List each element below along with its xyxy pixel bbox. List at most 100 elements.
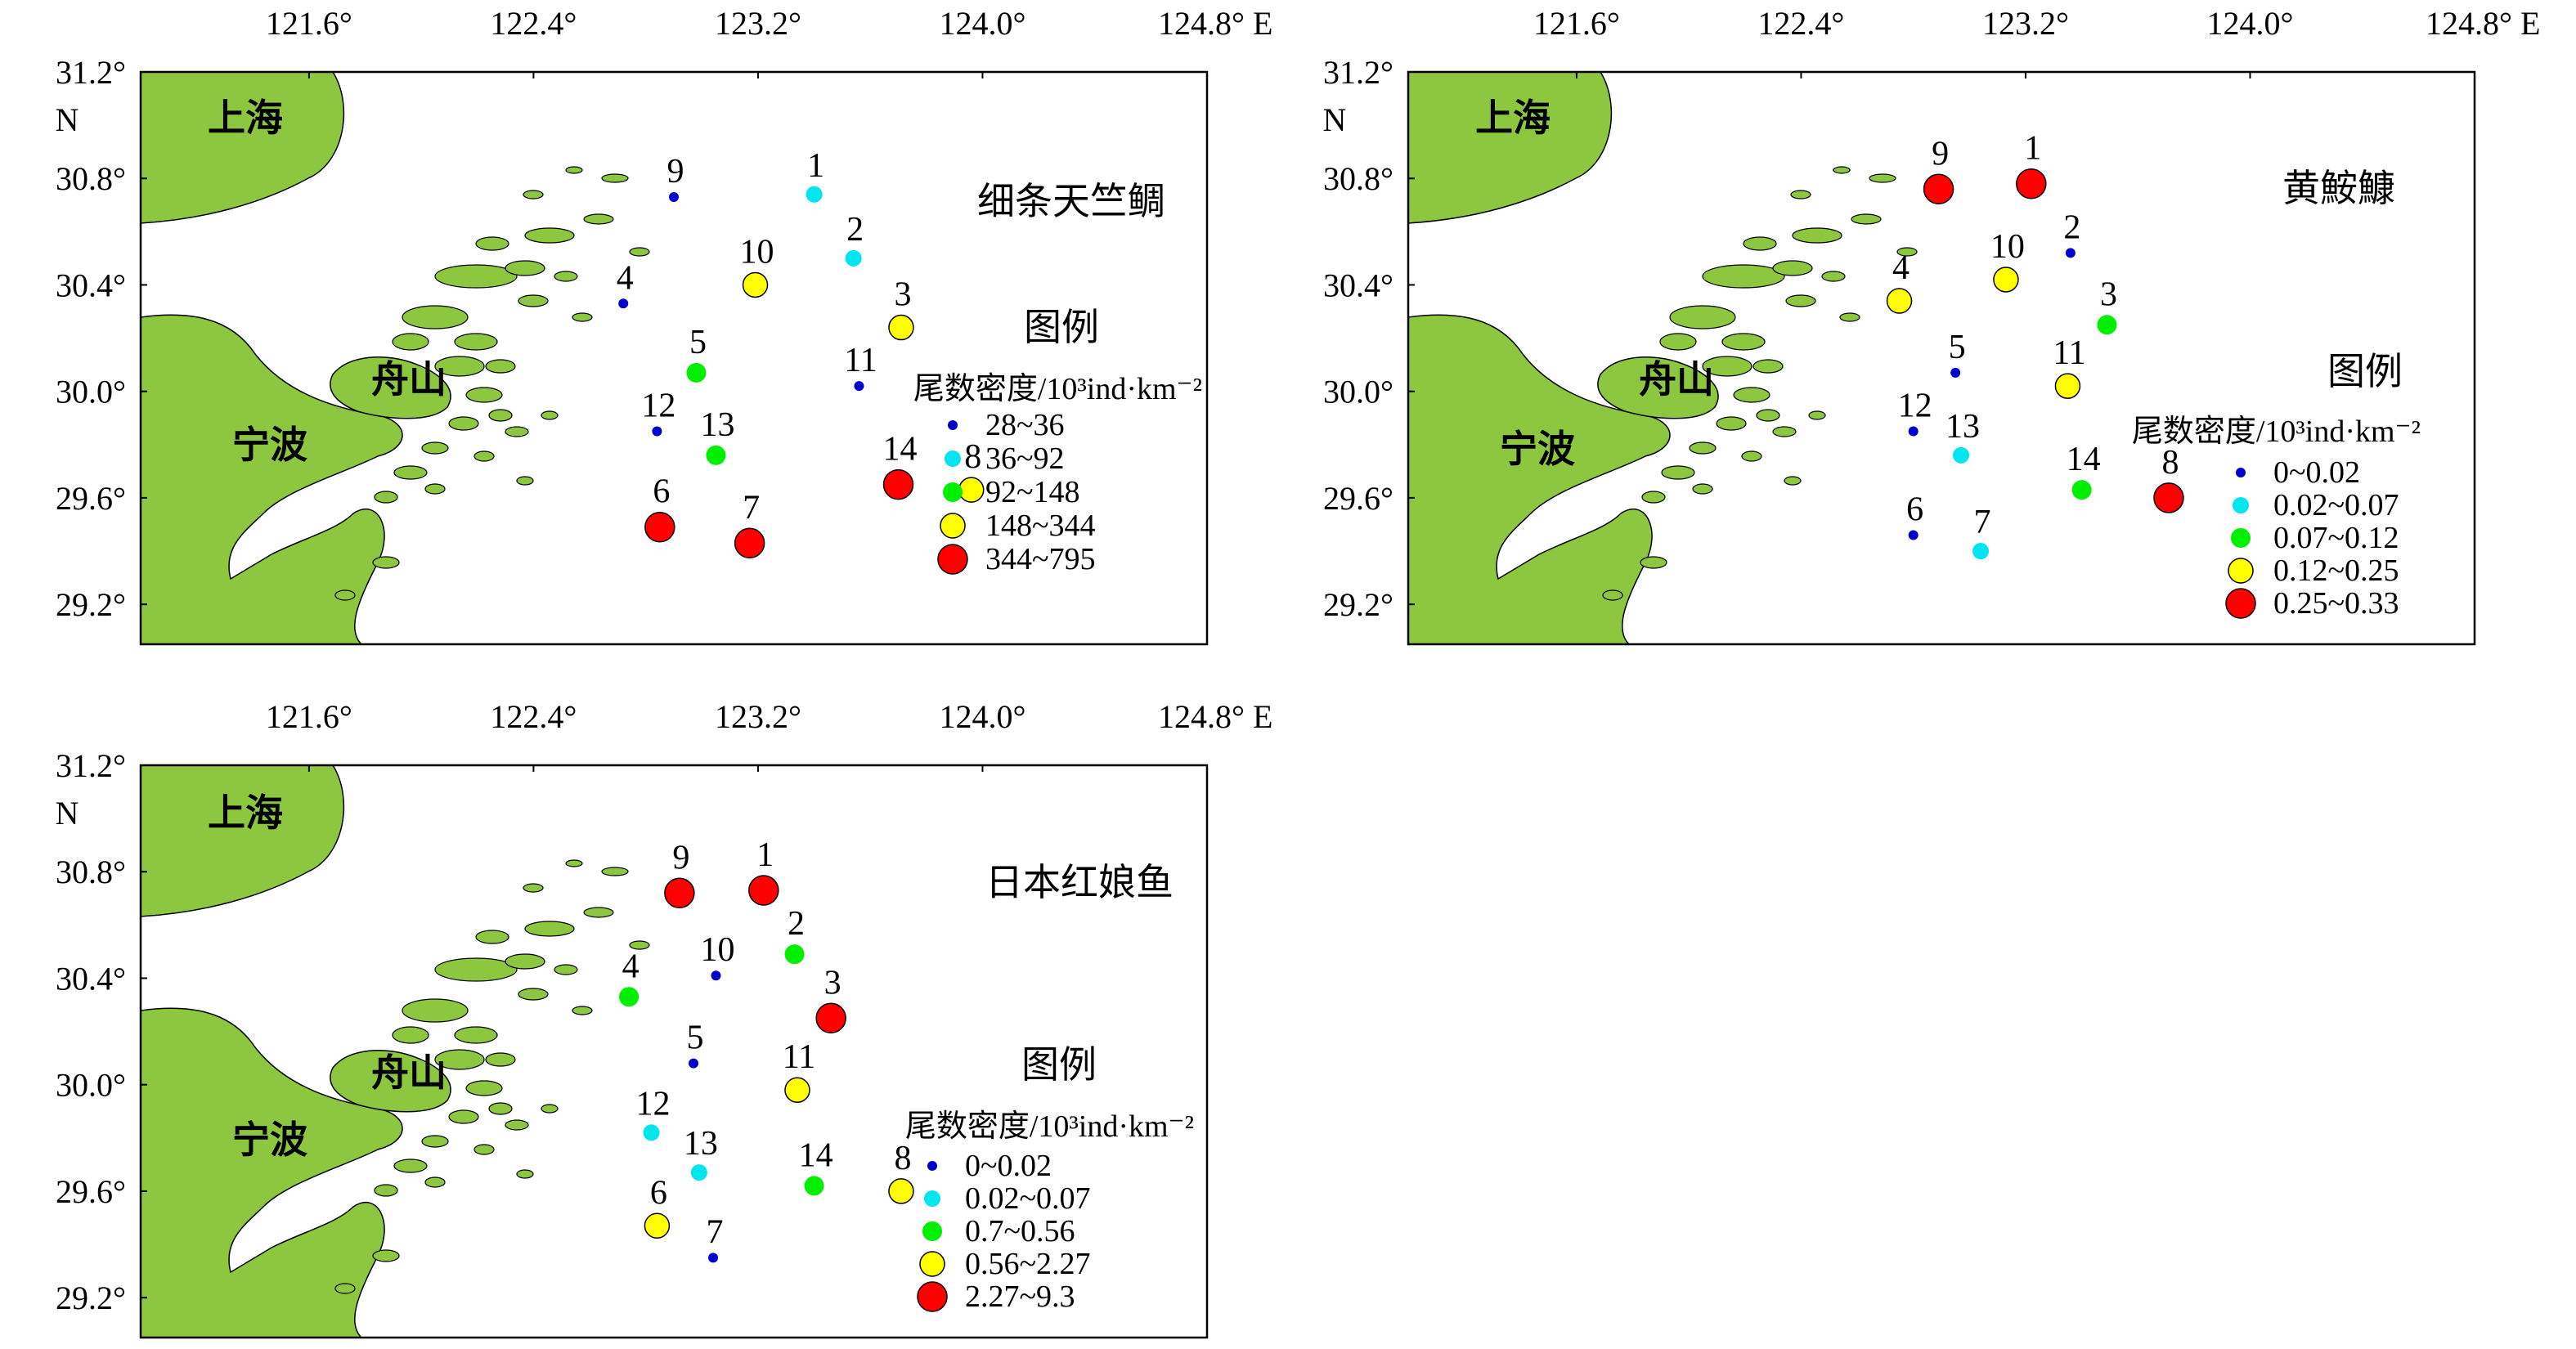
species-title: 细条天竺鲷: [977, 181, 1165, 222]
station-point-9: [664, 877, 695, 909]
legend-unit: 尾数密度/10³ind·km⁻²: [905, 1109, 1194, 1144]
lat-tick-label: 29.2°: [56, 1280, 126, 1316]
legend-swatch-1: [2236, 468, 2246, 477]
land-shanghai: [141, 72, 345, 224]
map-frame: [1407, 70, 2476, 646]
station-point-3: [888, 314, 914, 341]
island: [1851, 213, 1882, 225]
legend-swatch-5: [937, 544, 968, 575]
station-point-12: [652, 426, 662, 437]
legend-swatch-2: [2233, 497, 2249, 513]
island: [524, 921, 575, 937]
island: [434, 356, 485, 377]
lon-tick-label: 122.4°: [1757, 5, 1844, 42]
station-label-11: 11: [783, 1038, 815, 1076]
legend-unit: 尾数密度/10³ind·km⁻²: [2132, 415, 2421, 449]
station-point-1: [806, 186, 823, 203]
legend-title: 图例: [2327, 351, 2403, 392]
island: [583, 907, 614, 918]
island: [1896, 247, 1918, 257]
station-label-10: 10: [740, 233, 774, 271]
station-label-3: 3: [2100, 276, 2117, 313]
station-point-5: [686, 362, 707, 383]
lat-tick-label: 29.2°: [56, 586, 126, 623]
station-point-6: [644, 1212, 671, 1239]
station-label-2: 2: [846, 211, 864, 249]
land-zhoushan: [330, 356, 451, 419]
station-point-10: [742, 271, 769, 298]
lat-tick-label: 31.2°: [56, 747, 126, 784]
island: [1702, 264, 1785, 289]
legend-item-label: 0.56~2.27: [965, 1247, 1091, 1281]
place-shanghai: 上海: [1475, 97, 1551, 139]
legend-swatch-4: [919, 1251, 945, 1277]
legend-swatch-2: [924, 1190, 940, 1207]
island: [601, 867, 629, 876]
station-point-2: [784, 944, 805, 965]
station-point-4: [618, 298, 629, 309]
island: [516, 476, 534, 486]
station-label-2: 2: [788, 905, 805, 943]
lat-tick-label: 30.8°: [1323, 160, 1393, 197]
island: [402, 305, 469, 329]
island: [1689, 441, 1717, 455]
map-panel-3: 121.6° 122.4° 123.2° 124.0° 124.8° E31.2°30.…: [56, 698, 1272, 1339]
island: [402, 998, 469, 1023]
island: [1756, 409, 1780, 422]
place-zhoushan: 舟山: [371, 359, 447, 401]
island: [393, 1159, 428, 1173]
legend-swatch-5: [2225, 588, 2256, 619]
island: [434, 1049, 485, 1070]
legend-item-label: 0.02~0.07: [2273, 488, 2399, 522]
station-point-11: [2054, 373, 2081, 399]
lat-tick-label: 30.4°: [1323, 267, 1393, 303]
station-label-1: 1: [756, 836, 774, 874]
island: [424, 483, 446, 495]
island: [523, 883, 544, 893]
island: [505, 426, 529, 437]
legend-item-label: 0.25~0.33: [2273, 586, 2399, 621]
island: [554, 271, 578, 282]
island: [465, 1080, 503, 1096]
island: [1785, 294, 1816, 307]
island: [1869, 173, 1896, 183]
island: [1641, 491, 1666, 504]
station-point-13: [706, 445, 726, 465]
lon-tick-label: 121.6°: [266, 5, 352, 42]
island: [1721, 333, 1766, 351]
legend-item-label: 0.7~0.56: [965, 1214, 1075, 1248]
station-point-10: [1993, 267, 2019, 293]
legend-swatch-3: [2231, 528, 2251, 548]
land-zhoushan: [330, 1050, 451, 1113]
lat-tick-label: 29.6°: [1323, 480, 1393, 517]
island: [1808, 410, 1826, 420]
island: [1792, 227, 1842, 244]
station-label-6: 6: [650, 1174, 667, 1212]
station-point-2: [845, 249, 862, 267]
station-label-11: 11: [844, 342, 877, 379]
lat-tick-label: 30.0°: [56, 1067, 126, 1104]
lat-tick-label: 29.6°: [56, 480, 126, 517]
place-ningbo: 宁波: [1500, 428, 1575, 470]
island: [421, 1135, 449, 1148]
lat-tick-label: 30.8°: [56, 854, 126, 890]
island: [518, 988, 549, 1001]
lon-tick-label: 121.6°: [1533, 5, 1620, 42]
island: [1741, 450, 1762, 462]
legend-item-label: 2.27~9.3: [965, 1280, 1075, 1314]
lon-tick-label: 123.2°: [715, 5, 801, 42]
station-label-4: 4: [617, 259, 634, 297]
land-ningbo: [141, 314, 403, 644]
station-label-7: 7: [1974, 504, 1991, 541]
station-label-1: 1: [2024, 130, 2041, 168]
place-shanghai: 上海: [208, 97, 283, 139]
legend-swatch-2: [945, 450, 961, 467]
land-layer: [1408, 72, 1918, 644]
map-panel-2: 121.6° 122.4° 123.2° 124.0° 124.8° E31.2°30.…: [1323, 5, 2540, 646]
station-point-14: [804, 1176, 824, 1196]
station-point-1: [748, 875, 779, 906]
station-label-5: 5: [689, 324, 707, 361]
legend-item-label: 0~0.02: [2273, 455, 2360, 490]
map-panel-1: 121.6° 122.4° 123.2° 124.0° 124.8° E 31.2° 30.…: [56, 5, 1272, 646]
island: [554, 964, 578, 975]
